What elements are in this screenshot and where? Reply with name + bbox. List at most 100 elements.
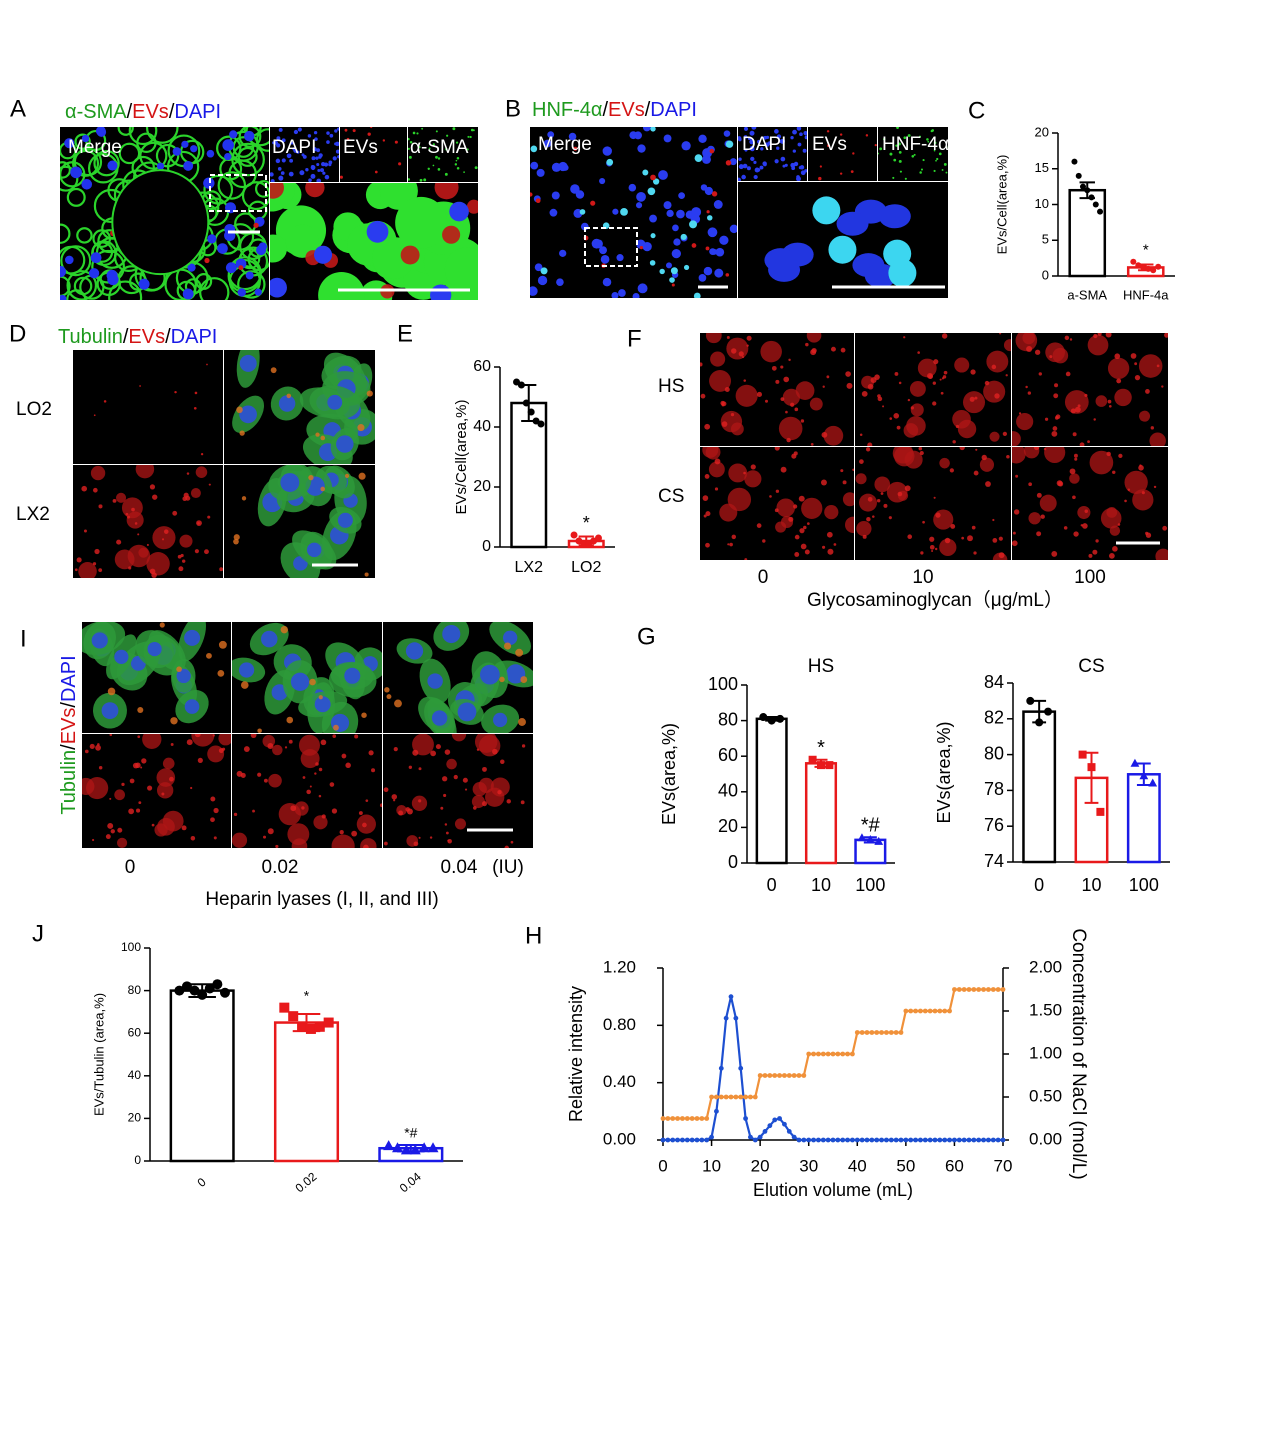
stain [416,132,419,135]
stain [926,138,929,141]
stain [859,493,877,512]
stain [70,166,82,179]
stain [254,288,262,296]
stain [1118,453,1123,459]
stain [936,157,939,161]
stain [178,566,184,572]
stain [317,168,321,173]
stain [225,262,237,274]
y-tick-label: 80 [984,743,1004,763]
data-point [733,1015,739,1021]
stain [98,765,103,770]
stain [663,134,672,143]
stain [933,141,937,145]
data-point [728,1094,734,1100]
panel-letter: F [627,325,642,352]
stain [170,743,174,746]
stain [979,457,995,472]
data-point [748,1134,753,1140]
stain-legend-part: DAPI [58,655,80,702]
stain [293,148,298,153]
data-point [908,1008,914,1014]
nucleus [431,710,448,726]
stain [302,776,306,779]
stain [839,133,843,136]
stain [943,163,947,166]
data-point [680,1116,685,1121]
stain [707,215,713,221]
stain [367,132,371,136]
x-tick-label: 10 [1081,875,1101,895]
stain [1156,364,1160,368]
stain [250,734,257,739]
stain [1097,333,1102,336]
stain [840,347,846,353]
x-tick-label: 50 [896,1156,915,1175]
stain [400,245,420,265]
stain [280,171,285,175]
image-background [530,127,737,298]
data-point [762,1129,768,1134]
micrograph [232,622,382,733]
stain [278,127,283,132]
stain [418,767,422,771]
stain [731,534,737,540]
stain [1108,552,1115,559]
stain [83,529,87,533]
micrograph: HNF-4α [878,127,948,181]
stain [898,381,902,385]
stain [792,129,797,135]
stain [750,464,756,470]
stain-legend: HNF-4α/EVs/DAPI [532,99,697,121]
stain [880,492,884,495]
stain [782,388,800,406]
data-point [966,987,972,992]
stain [446,134,449,137]
stain [176,280,197,300]
stain [379,803,382,808]
data-point [1026,696,1035,705]
stain [612,208,619,215]
stain [691,243,697,248]
zoom-box [209,174,267,212]
stain [316,148,321,153]
stain [437,168,441,171]
stain [308,178,312,182]
stain [1018,412,1022,415]
data-point [806,1051,812,1057]
y-tick-label: 20 [1035,124,1049,139]
stain [836,211,869,236]
stain [156,768,176,787]
data-point [1130,258,1137,265]
stain [228,159,257,189]
stain [1077,505,1091,520]
stain [116,539,122,545]
stain [714,458,721,465]
stain-legend-part: / [58,702,80,708]
stain [329,133,334,138]
stain [731,348,737,354]
stain [1069,468,1076,475]
y-tick-label: 15 [1035,160,1049,175]
image-background [73,350,223,464]
data-point [874,1137,880,1143]
stain [618,289,626,297]
data-point [854,1137,860,1143]
micrograph: DAPI [738,127,807,181]
y-tick-label: 0 [482,538,491,555]
stain [746,335,752,341]
stain [412,131,416,135]
stain [290,805,297,812]
stain [1049,355,1053,359]
stain [790,136,794,140]
stain [970,369,976,375]
stain [910,403,924,417]
stain [928,374,933,379]
stain [456,166,460,170]
data-point [995,987,1001,992]
stain [90,465,106,481]
significance-mark: * [1143,242,1149,259]
stain [1006,455,1010,459]
data-point [893,1137,899,1143]
stain [117,127,134,136]
